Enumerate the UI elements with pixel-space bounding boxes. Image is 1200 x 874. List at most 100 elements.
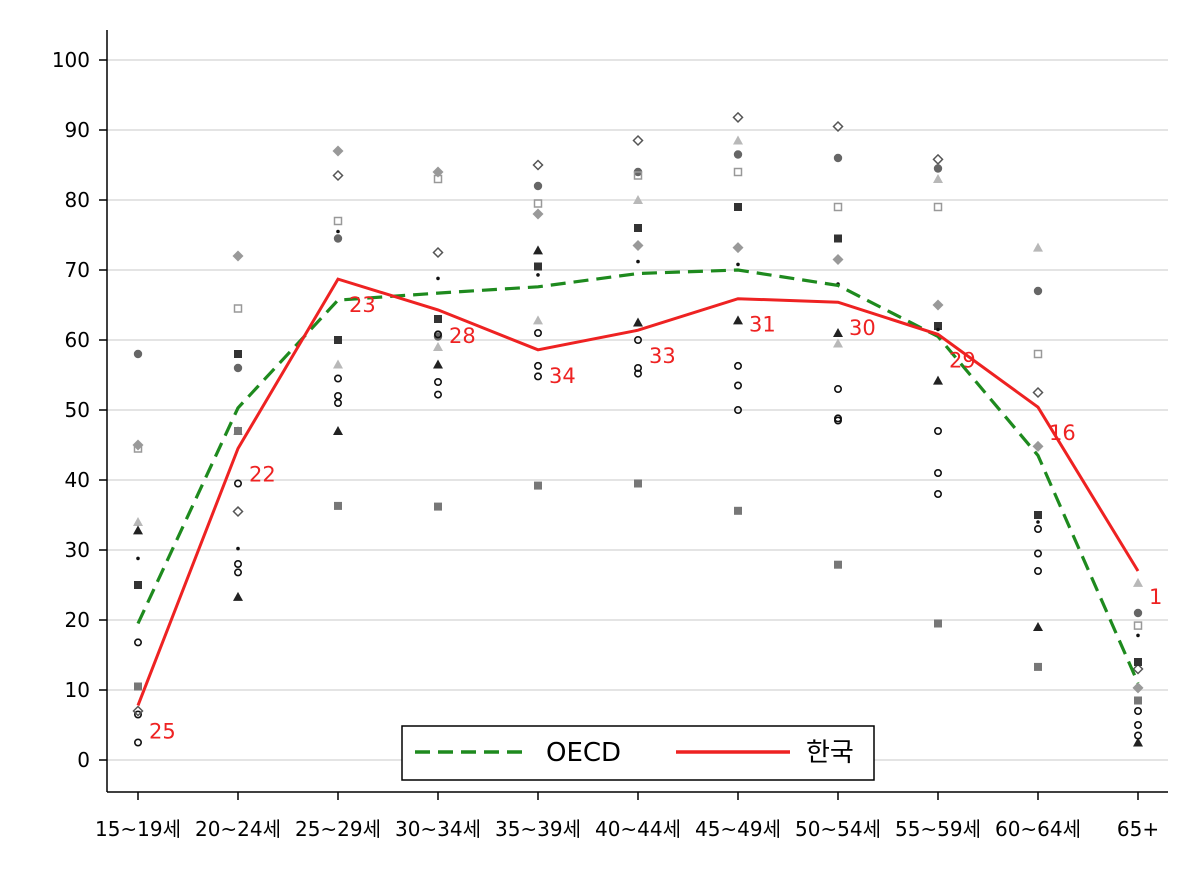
country-point xyxy=(632,134,644,147)
country-point xyxy=(1134,658,1142,666)
country-point xyxy=(733,167,743,177)
country-point xyxy=(634,479,642,488)
x-tick-label: 35~39세 xyxy=(495,817,581,841)
country-point xyxy=(833,328,843,337)
legend: OECD 한국 xyxy=(401,725,875,781)
y-tick-label: 50 xyxy=(65,398,90,422)
country-point xyxy=(632,240,644,251)
grid-lines xyxy=(107,59,1168,761)
country-point xyxy=(1132,663,1144,675)
country-point xyxy=(133,349,143,359)
country-point xyxy=(933,174,943,183)
country-point xyxy=(533,245,543,255)
country-point xyxy=(433,342,443,351)
korea-rank-label: 22 xyxy=(249,463,276,487)
country-point xyxy=(532,159,544,171)
series-line-korea xyxy=(136,277,1140,706)
country-point xyxy=(636,259,640,264)
country-point xyxy=(933,202,943,212)
korea-rank-label: 1 xyxy=(1149,585,1162,609)
country-point xyxy=(933,489,942,498)
country-point xyxy=(832,254,844,265)
korea-rank-label: 34 xyxy=(549,364,576,388)
country-point xyxy=(1134,706,1143,715)
country-point xyxy=(1133,737,1143,747)
country-point xyxy=(732,242,744,254)
korea-rank-label: 25 xyxy=(149,719,176,743)
y-tick-labels: 0 10 20 30 40 50 60 70 80 90 100 xyxy=(52,48,90,772)
country-point xyxy=(532,208,544,220)
y-tick-label: 90 xyxy=(65,118,90,142)
series-lines xyxy=(136,268,1140,706)
korea-rank-label: 30 xyxy=(849,316,876,340)
y-tick-label: 40 xyxy=(65,468,90,492)
country-point xyxy=(936,327,940,332)
country-point xyxy=(233,363,243,373)
country-point xyxy=(833,414,842,423)
country-point xyxy=(1033,242,1043,252)
country-point xyxy=(434,502,442,511)
series-line-oecd xyxy=(136,268,1140,684)
country-point xyxy=(234,568,243,577)
country-point xyxy=(934,322,942,330)
y-tick-label: 30 xyxy=(65,538,90,562)
country-point xyxy=(233,591,243,601)
country-point xyxy=(132,439,144,451)
country-point xyxy=(334,501,342,510)
country-point xyxy=(1034,511,1042,519)
country-point xyxy=(333,234,343,243)
country-point xyxy=(1034,566,1043,575)
country-point xyxy=(234,350,242,358)
korea-rank-label: 31 xyxy=(749,313,776,337)
country-point xyxy=(1034,524,1043,533)
country-point xyxy=(333,398,342,407)
country-point xyxy=(1033,286,1043,296)
country-point xyxy=(1032,440,1044,452)
country-point xyxy=(933,426,942,435)
axes xyxy=(99,30,1168,800)
country-point xyxy=(433,377,442,386)
country-point xyxy=(436,276,440,281)
country-point xyxy=(533,372,542,381)
country-point xyxy=(934,619,942,628)
country-point xyxy=(633,369,642,378)
x-tick-label: 55~59세 xyxy=(895,817,981,841)
country-point xyxy=(433,330,442,339)
country-point xyxy=(333,374,342,383)
country-point xyxy=(833,153,843,163)
y-tick-label: 0 xyxy=(77,748,90,772)
country-point xyxy=(333,426,343,435)
country-point xyxy=(134,682,142,691)
x-tick-label: 20~24세 xyxy=(195,817,281,841)
country-point xyxy=(733,135,743,145)
country-point xyxy=(533,328,542,337)
country-point xyxy=(433,359,443,369)
country-point xyxy=(1136,633,1140,638)
country-point xyxy=(834,560,842,569)
legend-box xyxy=(401,725,875,781)
country-point xyxy=(134,581,142,589)
country-point xyxy=(733,150,743,159)
country-point xyxy=(132,705,144,717)
country-point xyxy=(933,375,943,385)
korea-rank-label: 29 xyxy=(949,348,976,372)
y-tick-label: 10 xyxy=(65,678,90,702)
country-point xyxy=(434,315,442,323)
country-point xyxy=(1034,549,1043,558)
country-point xyxy=(833,202,843,212)
country-point xyxy=(433,332,443,341)
country-point xyxy=(133,517,143,526)
country-point xyxy=(236,546,240,551)
country-point xyxy=(733,381,742,390)
y-tick-label: 70 xyxy=(65,258,90,282)
country-point xyxy=(533,199,543,208)
country-point xyxy=(534,262,542,271)
korea-rank-label: 33 xyxy=(649,344,676,368)
country-point xyxy=(733,405,742,414)
country-point xyxy=(933,164,943,173)
country-point xyxy=(733,315,743,325)
country-point xyxy=(232,250,244,262)
country-point xyxy=(733,361,742,370)
country-point xyxy=(734,203,742,211)
